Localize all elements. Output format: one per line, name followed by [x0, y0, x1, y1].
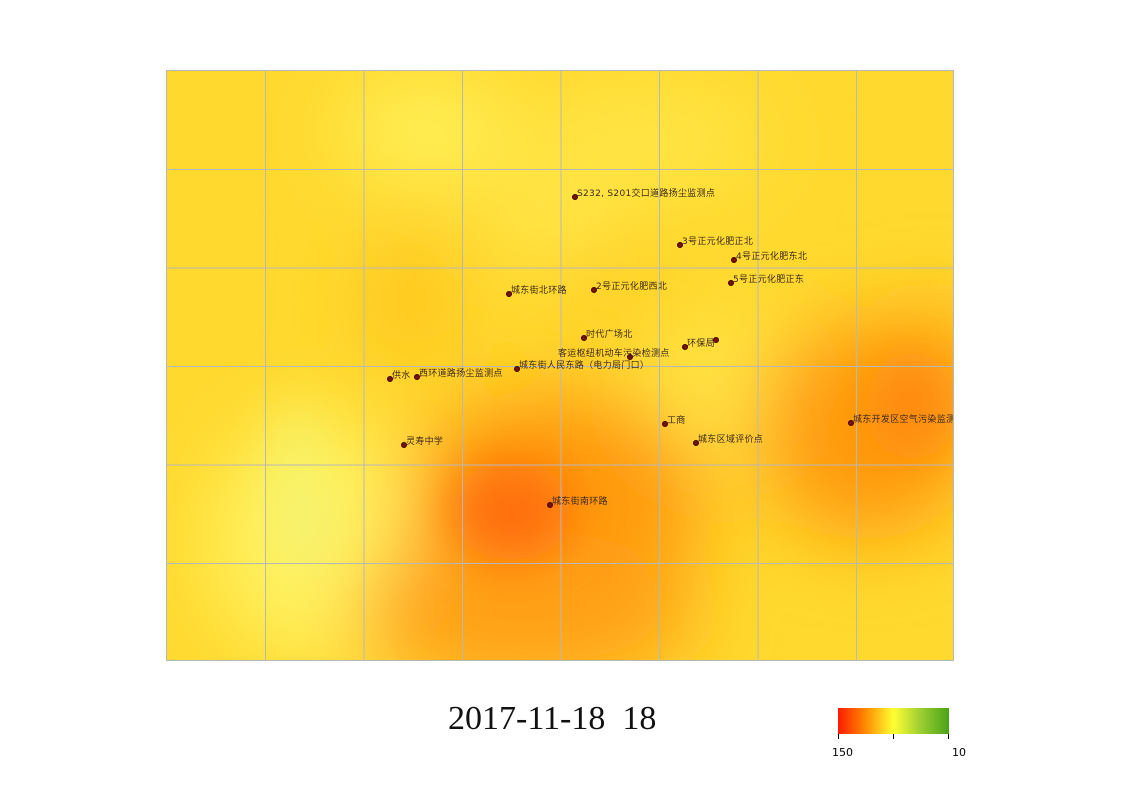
station-dot-icon	[728, 280, 734, 286]
color-scale-bar	[838, 708, 949, 734]
station-label: 环保局	[687, 339, 715, 349]
station-dot-icon	[731, 257, 737, 263]
legend-tick-max	[948, 734, 949, 739]
station-dot-icon	[387, 376, 393, 382]
station-dot-icon	[682, 344, 688, 350]
map-timestamp: 2017-11-18 18	[448, 700, 657, 737]
station-dot-icon	[581, 335, 587, 341]
station-label: 城东街南环路	[552, 497, 608, 507]
station-label: 工商	[667, 416, 686, 426]
station-dot-icon	[848, 420, 854, 426]
legend-min-label: 150	[832, 746, 853, 759]
station-label: 灵寿中学	[406, 437, 444, 447]
station-label: S232, S201交口道路扬尘监测点	[577, 189, 716, 199]
legend-max-label: 10	[952, 746, 966, 759]
station-label: 城东街北环路	[511, 286, 567, 296]
station-label: 客运枢纽机动车污染检测点	[558, 349, 670, 359]
station-layer: S232, S201交口道路扬尘监测点 3号正元化肥正北 4号正元化肥东北 5号…	[167, 71, 954, 660]
station-dot-icon	[627, 354, 633, 360]
station-label: 西环道路扬尘监测点	[419, 369, 503, 379]
station-dot-icon	[506, 291, 512, 297]
station-label: 2号正元化肥西北	[596, 282, 668, 292]
concentration-map: S232, S201交口道路扬尘监测点 3号正元化肥正北 4号正元化肥东北 5号…	[166, 70, 954, 661]
station-dot-icon	[572, 194, 578, 200]
legend-tick-min	[838, 734, 839, 739]
station-label: 城东街人民东路（电力局门口）	[519, 361, 650, 371]
legend-tick-mid	[893, 734, 894, 739]
station-dot-icon	[414, 374, 420, 380]
station-dot-icon	[547, 502, 553, 508]
station-dot-icon	[514, 366, 520, 372]
heatmap-surface	[167, 71, 953, 660]
station-dot-icon	[662, 421, 668, 427]
station-label: 5号正元化肥正东	[733, 275, 805, 285]
station-label: 供水	[392, 371, 411, 381]
map-grid	[167, 71, 953, 660]
station-label: 城东开发区空气污染监测点	[853, 415, 954, 425]
station-label: 城东区域评价点	[698, 435, 764, 445]
station-label: 时代广场北	[586, 330, 633, 340]
station-dot-icon	[591, 287, 597, 293]
station-label: 3号正元化肥正北	[682, 237, 754, 247]
station-dot-icon	[693, 440, 699, 446]
station-dot-icon	[713, 337, 719, 343]
station-label: 4号正元化肥东北	[736, 252, 808, 262]
station-dot-icon	[401, 442, 407, 448]
station-dot-icon	[677, 242, 683, 248]
heatmap-cores	[279, 351, 953, 571]
